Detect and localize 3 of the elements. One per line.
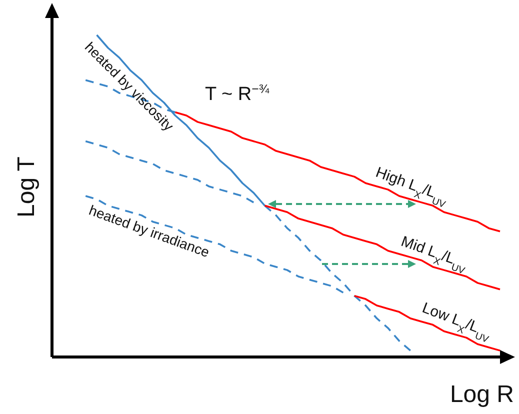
annotation: T ~ R$^{−¾}$ [205, 82, 270, 105]
x-axis-title: Log R [450, 381, 514, 408]
y-axis-title: Log T [13, 156, 40, 218]
